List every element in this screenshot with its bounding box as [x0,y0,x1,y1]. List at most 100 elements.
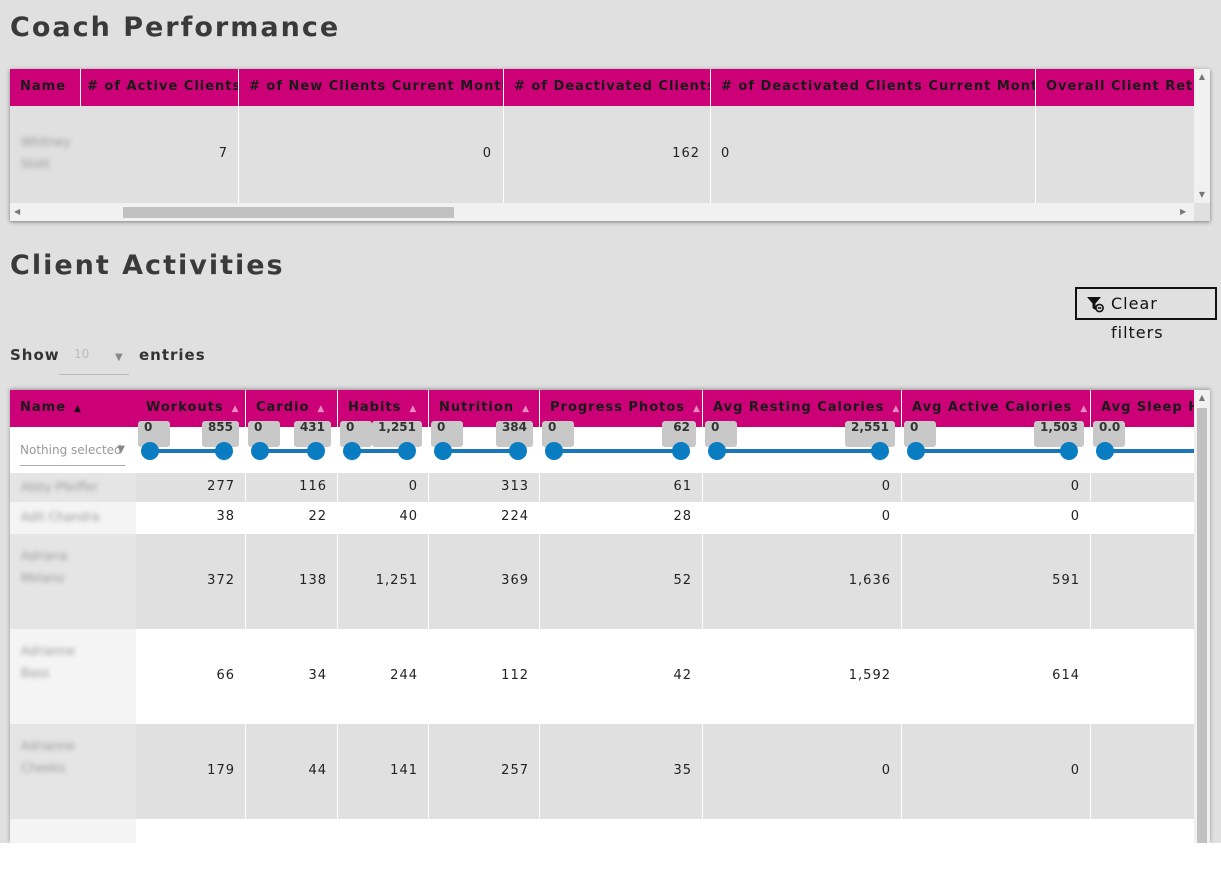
col-cardio-label: Cardio [256,400,310,415]
range-min-handle[interactable] [1096,442,1114,460]
col-nutrition[interactable]: Nutrition ▲ [429,390,540,427]
table-row [10,502,1194,534]
col-progress-photos[interactable]: Progress Photos ▲ [540,390,703,427]
range-track[interactable] [437,449,515,453]
sort-icon: ▲ [231,404,240,414]
col-workouts[interactable]: Workouts ▲ [136,390,246,427]
table-cell: 591 [1052,572,1080,588]
coach-performance-table: Name # of Active Clients # of New Client… [10,69,1210,221]
sort-icon: ▲ [317,404,326,414]
col-name[interactable]: Name [10,69,81,106]
table-row [10,629,1194,724]
table-cell: 34 [308,667,327,683]
col-retention[interactable]: Overall Client Rete [1046,79,1194,94]
clear-filters-button[interactable]: Clear filters [1075,287,1217,342]
table-cell: 40 [399,509,418,524]
table-cell: 66 [216,667,235,683]
col-client-name[interactable]: Name ▲ [10,390,136,427]
range-min-handle[interactable] [545,442,563,460]
coach-scroll-thumb[interactable] [123,207,454,218]
scroll-up-icon[interactable]: ▲ [1198,72,1206,81]
scroll-down-icon[interactable]: ▼ [1198,190,1206,199]
col-avg-active-calories-label: Avg Active Calories [912,400,1073,415]
table-cell: 35 [673,762,692,778]
col-avg-resting-calories[interactable]: Avg Resting Calories ▲ [703,390,902,427]
range-max-handle[interactable] [398,442,416,460]
range-min-handle[interactable] [434,442,452,460]
divider [238,106,239,203]
range-max-handle[interactable] [509,442,527,460]
table-cell: 44 [308,762,327,778]
table-cell: 138 [299,572,327,588]
divider [245,427,246,843]
client-activities-table: Name ▲ Workouts ▲ Cardio ▲ Habits ▲ Nutritio… [10,390,1210,843]
divider [702,427,703,843]
name-filter-placeholder: Nothing selected [20,443,122,457]
range-max-handle[interactable] [871,442,889,460]
range-min-handle[interactable] [907,442,925,460]
range-max-label: 2,551 [845,421,895,447]
scroll-up-icon[interactable]: ▲ [1198,393,1206,402]
range-track[interactable] [711,449,877,453]
range-max-handle[interactable] [215,442,233,460]
client-scroll-thumb[interactable] [1197,408,1207,843]
col-client-name-label: Name [20,400,67,415]
col-new-clients[interactable]: # of New Clients Current Month [239,69,504,106]
coach-vertical-scrollbar[interactable]: ▲ ▼ [1194,69,1210,203]
clear-filters-label: Clear filters [1111,294,1164,342]
sort-icon: ▲ [522,404,530,414]
range-track[interactable] [144,449,221,453]
client-name[interactable]: Adriana Melano [21,549,68,585]
col-deactivated[interactable]: # of Deactivated Clients [504,69,711,106]
col-avg-sleep[interactable]: Avg Sleep H [1091,390,1194,427]
range-track[interactable] [548,449,678,453]
table-cell: 141 [390,762,418,778]
range-max-handle[interactable] [672,442,690,460]
table-cell: 1,592 [848,667,891,683]
client-name[interactable]: Adrianne Bass [21,644,75,680]
range-track[interactable] [910,449,1066,453]
range-max-label: 1,251 [372,421,422,447]
range-min-handle[interactable] [343,442,361,460]
sort-icon: ▲ [693,404,701,414]
scroll-left-icon[interactable]: ◀ [14,207,21,216]
filter-clear-icon [1087,297,1104,313]
name-row-bg [10,819,136,843]
range-min-handle[interactable] [251,442,269,460]
cell-deactivated-month: 0 [721,146,731,161]
show-label: Show [10,346,60,364]
name-row-bg [10,629,136,724]
table-cell: 42 [673,667,692,683]
entries-label: entries [139,346,206,364]
divider [428,427,429,843]
divider [539,427,540,843]
divider [337,427,338,843]
col-cardio[interactable]: Cardio ▲ [246,390,338,427]
col-habits[interactable]: Habits ▲ [338,390,429,427]
client-name[interactable]: Adit Chandra [21,510,100,524]
col-workouts-label: Workouts [146,400,224,415]
client-name[interactable]: Abby Pfeiffer [21,480,99,494]
entries-select[interactable]: 10 ▼ [59,340,129,375]
table-cell: 0 [881,478,891,494]
table-cell: 61 [673,478,692,494]
client-vertical-scrollbar[interactable]: ▲ [1194,390,1210,843]
range-min-handle[interactable] [141,442,159,460]
table-cell: 244 [390,667,418,683]
range-track[interactable] [254,449,313,453]
col-deactivated-month[interactable]: # of Deactivated Clients Current Month [711,69,1036,106]
range-max-handle[interactable] [307,442,325,460]
scroll-right-icon[interactable]: ▶ [1180,207,1187,216]
col-active-clients[interactable]: # of Active Clients [81,69,239,106]
col-avg-active-calories[interactable]: Avg Active Calories ▲ [902,390,1091,427]
coach-horizontal-scrollbar[interactable]: ◀ ▶ [10,203,1194,221]
client-name[interactable]: Adrianne Cheeks [21,739,75,775]
divider [710,106,711,203]
range-track[interactable] [346,449,404,453]
sort-icon: ▲ [892,404,901,414]
name-filter-select[interactable]: Nothing selected ▼ [20,439,125,466]
range-max-handle[interactable] [1060,442,1078,460]
range-track[interactable] [1099,449,1194,453]
entries-value: 10 [74,347,90,361]
range-min-handle[interactable] [708,442,726,460]
